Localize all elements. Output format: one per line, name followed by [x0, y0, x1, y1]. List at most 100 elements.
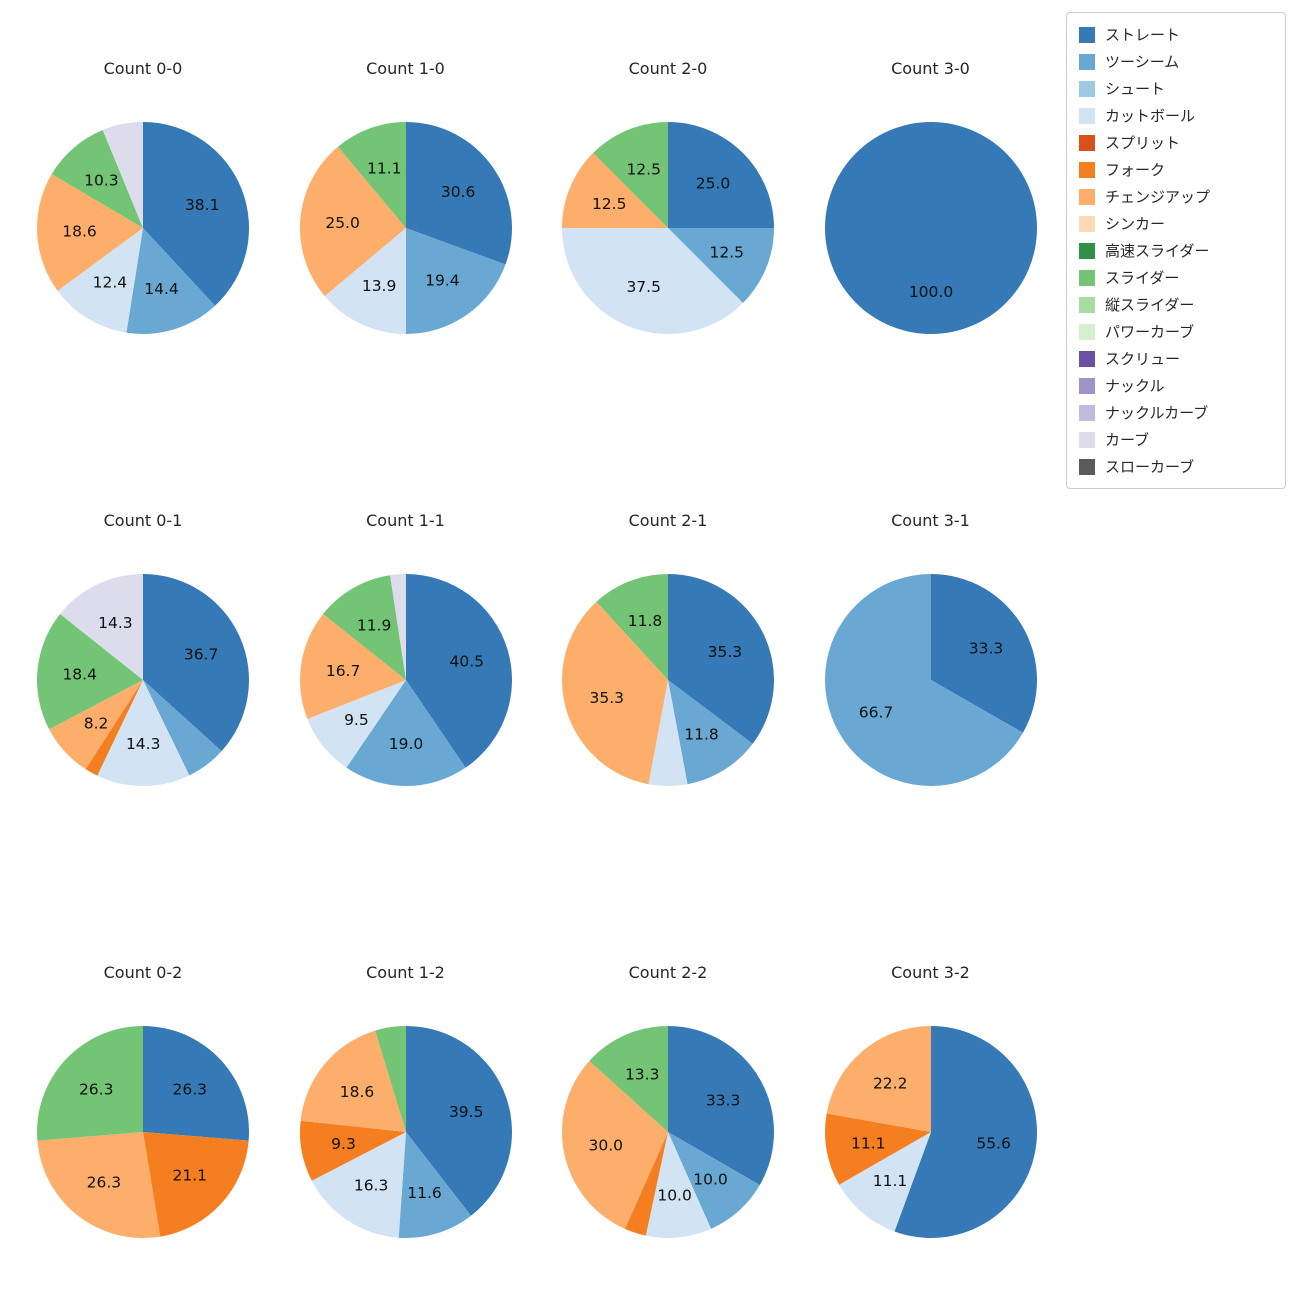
pie-value-label: 19.4 [425, 272, 460, 290]
pie-value-label: 10.0 [693, 1171, 728, 1189]
legend-swatch-icon [1079, 323, 1095, 340]
pie-value-label: 38.1 [185, 196, 220, 214]
legend-swatch-icon [1079, 377, 1095, 394]
pie-value-label: 8.2 [84, 714, 109, 732]
chart-title: Count 1-1 [366, 511, 445, 530]
legend-label: ナックル [1105, 377, 1165, 395]
pie-value-label: 11.1 [851, 1134, 886, 1152]
pie-value-label: 35.3 [708, 643, 743, 661]
pie-value-label: 10.0 [657, 1187, 692, 1205]
chart-title: Count 0-0 [103, 59, 183, 78]
pie-slice-count-2-2-ストレート [668, 1026, 775, 1185]
pie-slice-count-2-1-カットボール [648, 680, 688, 787]
chart-title: Count 0-2 [103, 963, 183, 982]
pie-count-3-2: 55.6 11.1 11.1 22.2 [824, 1026, 1037, 1238]
pie-value-label: 30.0 [589, 1137, 624, 1155]
pie-slice-count-3-2-チェンジアップ [826, 1026, 931, 1132]
pie-count-1-2: 39.5 11.6 16.3 9.3 18.6 [299, 1026, 512, 1239]
legend-item-ナックルカーブ: ナックルカーブ [1079, 399, 1273, 426]
pie-slice-count-0-0-チェンジアップ [37, 174, 143, 291]
legend-swatch-icon [1079, 296, 1095, 313]
legend-item-カットボール: カットボール [1079, 102, 1273, 129]
pie-slice-count-2-1-チェンジアップ [561, 601, 668, 785]
pie-value-label: 18.4 [62, 665, 97, 683]
pie-slice-count-0-2-フォーク [143, 1132, 249, 1237]
pie-value-label: 22.2 [872, 1075, 907, 1093]
pie-slice-count-1-2-ストレート [405, 1026, 512, 1216]
legend-label: ナックルカーブ [1105, 404, 1209, 422]
chart-cell-count-0-2: Count 0-2 26.3 21.1 26.3 26.3 [13, 962, 273, 1262]
legend-label: パワーカーブ [1105, 323, 1195, 341]
chart-title: Count 1-2 [366, 963, 445, 982]
legend-swatch-icon [1079, 26, 1095, 43]
pie-count-1-1: 40.5 19.0 9.5 16.7 11.9 [299, 574, 512, 786]
pie-value-label: 26.3 [79, 1080, 114, 1098]
legend-item-スライダー: スライダー [1079, 264, 1273, 291]
legend-item-縦スライダー: 縦スライダー [1079, 291, 1273, 318]
legend-label: カーブ [1105, 431, 1150, 449]
pie-value-label: 10.3 [84, 171, 119, 189]
pie-count-1-0: 30.6 19.4 13.9 25.0 11.1 [299, 122, 512, 334]
legend-swatch-icon [1079, 431, 1095, 448]
pie-slice-count-3-2-フォーク [824, 1113, 931, 1185]
legend-label: 高速スライダー [1105, 242, 1210, 260]
legend-label: スプリット [1105, 134, 1181, 152]
pie-slice-count-0-0-スライダー [51, 129, 144, 228]
legend-label: ストレート [1105, 26, 1181, 44]
pie-slice-count-0-1-チェンジアップ [49, 680, 143, 770]
pie-count-3-0: 100.0 [824, 122, 1037, 334]
chart-title: Count 2-1 [628, 511, 708, 530]
pie-slice-count-1-1-ストレート [405, 574, 512, 768]
pie-value-label: 11.6 [407, 1184, 442, 1202]
pie-slice-count-2-2-チェンジアップ [562, 1060, 668, 1229]
pie-value-label: 18.6 [62, 223, 97, 241]
pie-slice-count-2-1-ツーシーム [668, 680, 753, 785]
pie-slice-count-0-0-ストレート [143, 122, 250, 306]
legend-swatch-icon [1079, 242, 1095, 259]
legend-item-スプリット: スプリット [1079, 129, 1273, 156]
chart-cell-count-2-1: Count 2-1 35.3 11.8 35.3 11.8 [538, 510, 798, 810]
pie-value-label: 26.3 [173, 1080, 208, 1098]
pie-value-label: 26.3 [87, 1174, 122, 1192]
pie-count-2-2: 33.3 10.010.0 30.0 13.3 [562, 1026, 775, 1239]
pie-value-label: 40.5 [449, 653, 484, 671]
chart-title: Count 2-2 [628, 963, 708, 982]
pie-slice-count-2-0-ツーシーム [668, 228, 774, 303]
pie-slice-count-0-1-カットボール [97, 680, 190, 787]
legend-label: ツーシーム [1105, 53, 1180, 71]
legend-item-シンカー: シンカー [1079, 210, 1273, 237]
pie-count-0-1: 36.7 14.3 8.2 18.4 14.3 [37, 574, 249, 787]
legend-label: チェンジアップ [1105, 188, 1211, 206]
legend-item-スクリュー: スクリュー [1079, 345, 1273, 372]
pie-slice-count-3-2-ストレート [893, 1026, 1037, 1238]
pie-slice-count-0-1-ツーシーム [143, 680, 222, 776]
chart-title: Count 0-1 [103, 511, 183, 530]
pie-slice-count-3-1-ストレート [930, 574, 1037, 733]
legend-label: シュート [1105, 80, 1166, 98]
pie-value-label: 11.8 [684, 725, 719, 743]
legend-item-スローカーブ: スローカーブ [1079, 453, 1273, 480]
chart-cell-count-1-1: Count 1-1 40.5 19.0 9.5 16.7 11.9 [276, 510, 536, 810]
pie-slice-count-2-0-チェンジアップ [562, 153, 668, 228]
pie-value-label: 21.1 [173, 1167, 208, 1185]
pie-slice-count-0-1-フォーク [85, 680, 143, 776]
pie-slice-count-0-1-スライダー [37, 613, 143, 730]
pitch-type-legend: ストレートツーシームシュートカットボール スプリットフォークチェンジアップシンカー… [1066, 12, 1286, 489]
pie-slice-count-3-0-ストレート [824, 122, 1037, 334]
legend-label: カットボール [1105, 107, 1196, 125]
pie-slice-count-3-2-カットボール [838, 1132, 931, 1232]
legend-label: フォーク [1105, 161, 1166, 179]
pie-slice-count-1-1-ツーシーム [345, 680, 466, 786]
pie-slice-count-0-0-ツーシーム [126, 228, 216, 334]
legend-item-パワーカーブ: パワーカーブ [1079, 318, 1273, 345]
legend-swatch-icon [1079, 161, 1095, 178]
pie-value-label: 11.1 [367, 160, 402, 178]
pie-value-label: 100.0 [908, 283, 952, 301]
pie-slice-count-1-1-チェンジアップ [299, 613, 406, 720]
pie-slice-count-2-0-ストレート [668, 122, 774, 228]
legend-item-フォーク: フォーク [1079, 156, 1273, 183]
pie-value-label: 36.7 [184, 646, 219, 664]
pie-value-label: 16.7 [325, 662, 360, 680]
pie-value-label: 33.3 [968, 640, 1003, 658]
